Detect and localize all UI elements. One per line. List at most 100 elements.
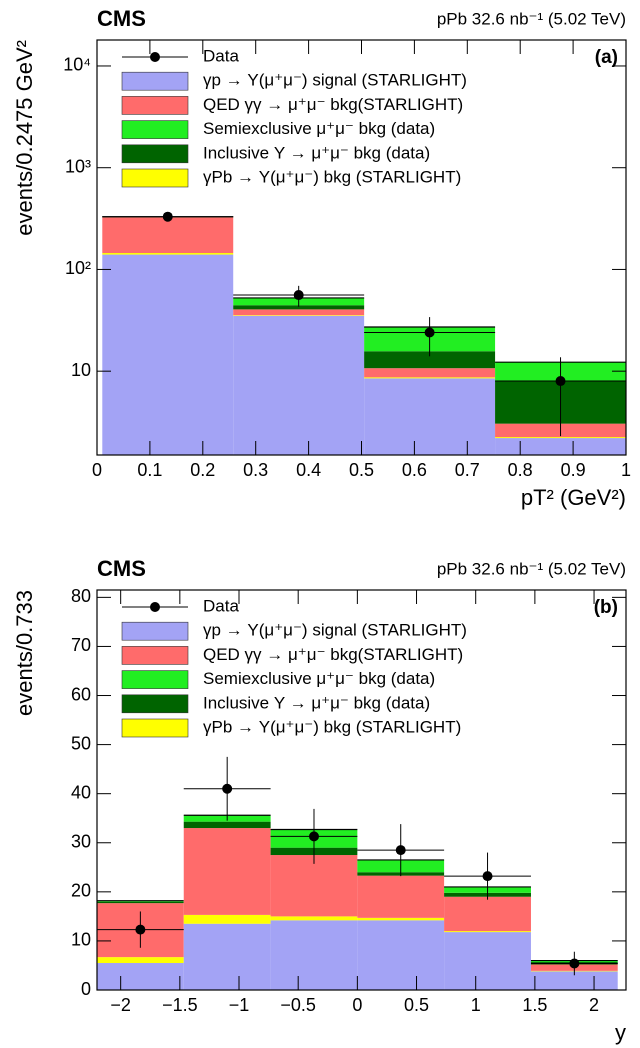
y-tick-label: 60 bbox=[71, 684, 91, 704]
legend-swatch bbox=[121, 646, 189, 665]
y-tick-label: 10² bbox=[65, 258, 91, 278]
x-tick-label: 0.1 bbox=[137, 460, 162, 480]
stack-segment bbox=[495, 438, 626, 455]
plot-frame bbox=[96, 589, 627, 991]
data-point bbox=[308, 831, 319, 842]
legend-marker bbox=[150, 602, 160, 612]
legend-swatch bbox=[121, 694, 189, 714]
legend-label: QED γγ → μ⁺μ⁻ bkg(STARLIGHT) bbox=[203, 95, 463, 114]
legend-marker bbox=[150, 52, 160, 62]
legend-label: γp → Υ(μ⁺μ⁻) signal (STARLIGHT) bbox=[203, 71, 467, 90]
x-tick-label: 0.6 bbox=[402, 460, 427, 480]
y-tick-label: 10⁴ bbox=[63, 55, 91, 75]
x-tick-label: 0.3 bbox=[243, 460, 268, 480]
experiment-label: CMS bbox=[97, 556, 146, 581]
data-point bbox=[555, 376, 566, 387]
panel-label: (a) bbox=[595, 47, 618, 68]
x-tick-label: −2 bbox=[110, 995, 131, 1015]
stack-segment bbox=[102, 254, 234, 455]
legend-swatch bbox=[121, 168, 189, 188]
stack-segment bbox=[364, 378, 496, 455]
x-tick-label: 0.8 bbox=[508, 460, 533, 480]
luminosity-label: pPb 32.6 nb⁻¹ (5.02 TeV) bbox=[437, 559, 626, 578]
stack-segment bbox=[444, 896, 531, 932]
legend-label: Data bbox=[203, 46, 239, 65]
stack-segment bbox=[97, 901, 184, 904]
stack-segment bbox=[444, 931, 531, 933]
x-tick-label: 1.5 bbox=[522, 995, 547, 1015]
y-tick-label: 40 bbox=[71, 782, 91, 802]
x-tick-label: 0 bbox=[92, 460, 102, 480]
x-tick-label: 0.5 bbox=[404, 995, 429, 1015]
stack-segment bbox=[495, 437, 626, 439]
x-tick-label: 0 bbox=[352, 995, 362, 1015]
panel-label: (b) bbox=[594, 597, 618, 618]
stack-segment bbox=[183, 828, 271, 915]
stack-segment bbox=[183, 821, 271, 829]
stack-segment bbox=[357, 917, 445, 921]
data-point bbox=[162, 211, 173, 222]
x-tick-label: 0.2 bbox=[190, 460, 215, 480]
x-tick-label: 0.4 bbox=[296, 460, 321, 480]
legend-swatch bbox=[121, 120, 189, 139]
x-tick-label: 2 bbox=[589, 995, 599, 1015]
data-point bbox=[135, 924, 146, 935]
legend-swatch bbox=[121, 670, 189, 689]
stack-segment bbox=[97, 957, 184, 964]
stack-segment bbox=[102, 217, 234, 254]
stack-segment bbox=[183, 914, 271, 924]
stack-segment bbox=[364, 377, 496, 379]
experiment-label: CMS bbox=[97, 6, 146, 31]
luminosity-label: pPb 32.6 nb⁻¹ (5.02 TeV) bbox=[437, 9, 626, 28]
x-tick-label: −1.5 bbox=[162, 995, 198, 1015]
stack-segment bbox=[364, 351, 496, 369]
x-tick-label: −1 bbox=[229, 995, 250, 1015]
y-axis-title: events/0.2475 GeV² bbox=[12, 40, 37, 236]
legend-label: γp → Υ(μ⁺μ⁻) signal (STARLIGHT) bbox=[203, 621, 467, 640]
stack-segment bbox=[357, 920, 445, 990]
x-tick-label: 0.5 bbox=[349, 460, 374, 480]
legend-swatch bbox=[121, 71, 189, 91]
y-tick-label: 0 bbox=[81, 979, 91, 999]
y-tick-label: 20 bbox=[71, 881, 91, 901]
stack-segment bbox=[233, 315, 365, 455]
stack-segment bbox=[364, 368, 496, 378]
legend-label: γPb → Υ(μ⁺μ⁻) bkg (STARLIGHT) bbox=[203, 717, 461, 736]
stack-segment bbox=[233, 309, 365, 316]
legend-label: Inclusive Υ → μ⁺μ⁻ bkg (data) bbox=[203, 143, 430, 162]
stack-segment bbox=[270, 920, 358, 990]
y-tick-label: 80 bbox=[71, 586, 91, 606]
data-point bbox=[395, 845, 406, 856]
stack-segment bbox=[270, 916, 358, 921]
stack-segment bbox=[270, 855, 358, 917]
x-tick-label: 0.9 bbox=[561, 460, 586, 480]
data-point bbox=[569, 958, 580, 969]
data-point bbox=[222, 783, 233, 794]
stack-segment bbox=[183, 923, 271, 990]
legend-label: Data bbox=[203, 596, 239, 615]
legend-label: Semiexclusive μ⁺μ⁻ bkg (data) bbox=[203, 669, 435, 688]
data-point bbox=[482, 871, 493, 882]
panel: 0 0.1 0.2 0.3 0.4 0.5 0.6 0.7 0.8 0.9 1 10 10² 10³ 10⁴… bbox=[12, 6, 631, 510]
stack-segment bbox=[357, 875, 445, 918]
panel: −2 −1.5 −1 −0.5 0 0.5 1 1.5 201020304050607080CM… bbox=[12, 556, 627, 1045]
stack-segment bbox=[530, 971, 618, 990]
stack-segment bbox=[97, 963, 184, 990]
legend-label: Semiexclusive μ⁺μ⁻ bkg (data) bbox=[203, 119, 435, 138]
legend-swatch bbox=[121, 621, 189, 641]
x-tick-label: −0.5 bbox=[280, 995, 316, 1015]
legend-label: γPb → Υ(μ⁺μ⁻) bkg (STARLIGHT) bbox=[203, 167, 461, 186]
data-point bbox=[293, 290, 304, 301]
x-axis-title: pT² (GeV²) bbox=[521, 485, 626, 510]
stack-segment bbox=[233, 315, 365, 316]
y-tick-label: 10 bbox=[71, 360, 91, 380]
x-tick-label: 1 bbox=[621, 460, 631, 480]
legend-swatch bbox=[121, 96, 189, 115]
legend-swatch bbox=[121, 718, 189, 738]
plot-area bbox=[97, 756, 618, 990]
y-tick-label: 10³ bbox=[65, 156, 91, 176]
stack-segment bbox=[233, 305, 365, 310]
stack-segment bbox=[102, 253, 234, 255]
legend-label: Inclusive Υ → μ⁺μ⁻ bkg (data) bbox=[203, 693, 430, 712]
